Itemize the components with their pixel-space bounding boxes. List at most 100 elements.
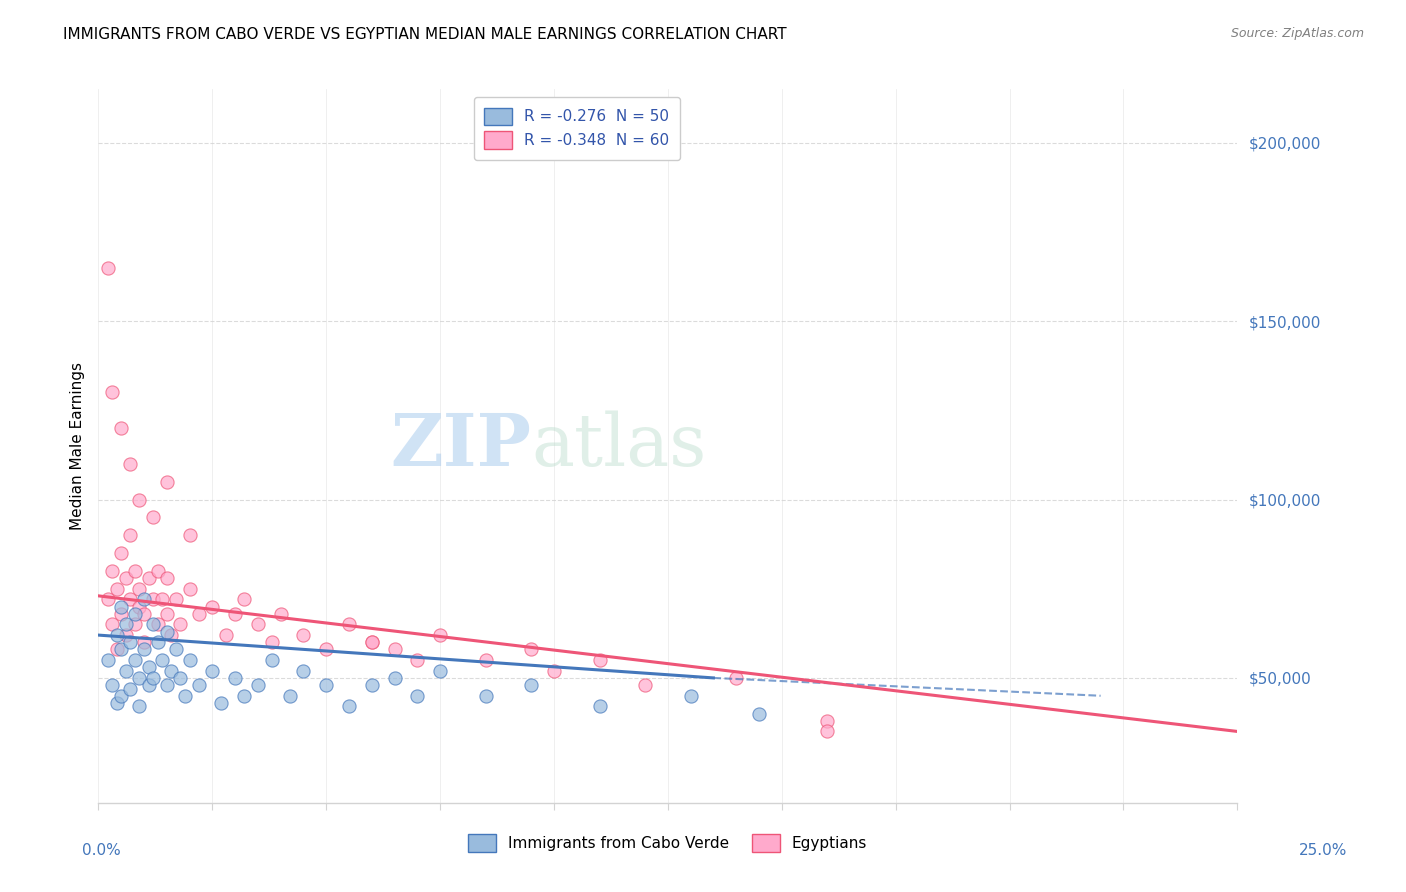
Point	[360, 635, 382, 649]
Legend: Immigrants from Cabo Verde, Egyptians: Immigrants from Cabo Verde, Egyptians	[461, 827, 875, 859]
Point	[120, 592, 142, 607]
Point	[634, 678, 657, 692]
Point	[120, 528, 142, 542]
Point	[201, 599, 224, 614]
Point	[114, 664, 136, 678]
Point	[233, 689, 256, 703]
Point	[120, 457, 142, 471]
Point	[150, 653, 173, 667]
Point	[187, 678, 209, 692]
Point	[138, 660, 160, 674]
Point	[160, 628, 183, 642]
Point	[179, 582, 201, 596]
Point	[360, 635, 382, 649]
Point	[360, 678, 382, 692]
Point	[146, 617, 169, 632]
Point	[105, 582, 128, 596]
Point	[156, 624, 179, 639]
Point	[246, 678, 269, 692]
Point	[209, 696, 232, 710]
Point	[429, 664, 451, 678]
Point	[815, 714, 838, 728]
Point	[474, 689, 496, 703]
Point	[429, 628, 451, 642]
Point	[124, 653, 146, 667]
Point	[215, 628, 238, 642]
Point	[146, 635, 169, 649]
Point	[101, 564, 124, 578]
Point	[187, 607, 209, 621]
Point	[128, 599, 150, 614]
Point	[114, 628, 136, 642]
Point	[292, 628, 315, 642]
Point	[132, 607, 155, 621]
Point	[110, 421, 132, 435]
Text: IMMIGRANTS FROM CABO VERDE VS EGYPTIAN MEDIAN MALE EARNINGS CORRELATION CHART: IMMIGRANTS FROM CABO VERDE VS EGYPTIAN M…	[63, 27, 787, 42]
Point	[270, 607, 292, 621]
Point	[105, 642, 128, 657]
Text: atlas: atlas	[531, 410, 707, 482]
Point	[588, 699, 610, 714]
Point	[142, 510, 165, 524]
Point	[110, 607, 132, 621]
Point	[165, 642, 187, 657]
Point	[120, 635, 142, 649]
Point	[384, 671, 406, 685]
Point	[128, 582, 150, 596]
Point	[101, 678, 124, 692]
Point	[588, 653, 610, 667]
Point	[233, 592, 256, 607]
Point	[128, 699, 150, 714]
Point	[260, 653, 283, 667]
Point	[96, 653, 118, 667]
Point	[132, 635, 155, 649]
Point	[406, 653, 429, 667]
Point	[337, 699, 360, 714]
Point	[110, 599, 132, 614]
Point	[224, 671, 246, 685]
Point	[142, 617, 165, 632]
Point	[156, 475, 179, 489]
Point	[165, 592, 187, 607]
Point	[174, 689, 197, 703]
Point	[132, 592, 155, 607]
Point	[384, 642, 406, 657]
Y-axis label: Median Male Earnings: Median Male Earnings	[69, 362, 84, 530]
Point	[150, 592, 173, 607]
Point	[201, 664, 224, 678]
Point	[748, 706, 770, 721]
Point	[128, 492, 150, 507]
Point	[260, 635, 283, 649]
Point	[406, 689, 429, 703]
Text: 25.0%: 25.0%	[1299, 843, 1347, 857]
Point	[132, 642, 155, 657]
Point	[337, 617, 360, 632]
Point	[124, 564, 146, 578]
Text: ZIP: ZIP	[391, 410, 531, 482]
Point	[543, 664, 565, 678]
Point	[105, 628, 128, 642]
Point	[114, 571, 136, 585]
Point	[110, 546, 132, 560]
Point	[315, 642, 337, 657]
Point	[520, 678, 543, 692]
Point	[156, 571, 179, 585]
Point	[101, 385, 124, 400]
Point	[120, 681, 142, 696]
Point	[278, 689, 301, 703]
Point	[169, 671, 191, 685]
Point	[128, 671, 150, 685]
Point	[142, 671, 165, 685]
Point	[124, 607, 146, 621]
Point	[315, 678, 337, 692]
Point	[169, 617, 191, 632]
Point	[179, 528, 201, 542]
Point	[179, 653, 201, 667]
Point	[96, 592, 118, 607]
Point	[146, 564, 169, 578]
Point	[110, 689, 132, 703]
Point	[156, 607, 179, 621]
Point	[142, 592, 165, 607]
Point	[292, 664, 315, 678]
Point	[725, 671, 748, 685]
